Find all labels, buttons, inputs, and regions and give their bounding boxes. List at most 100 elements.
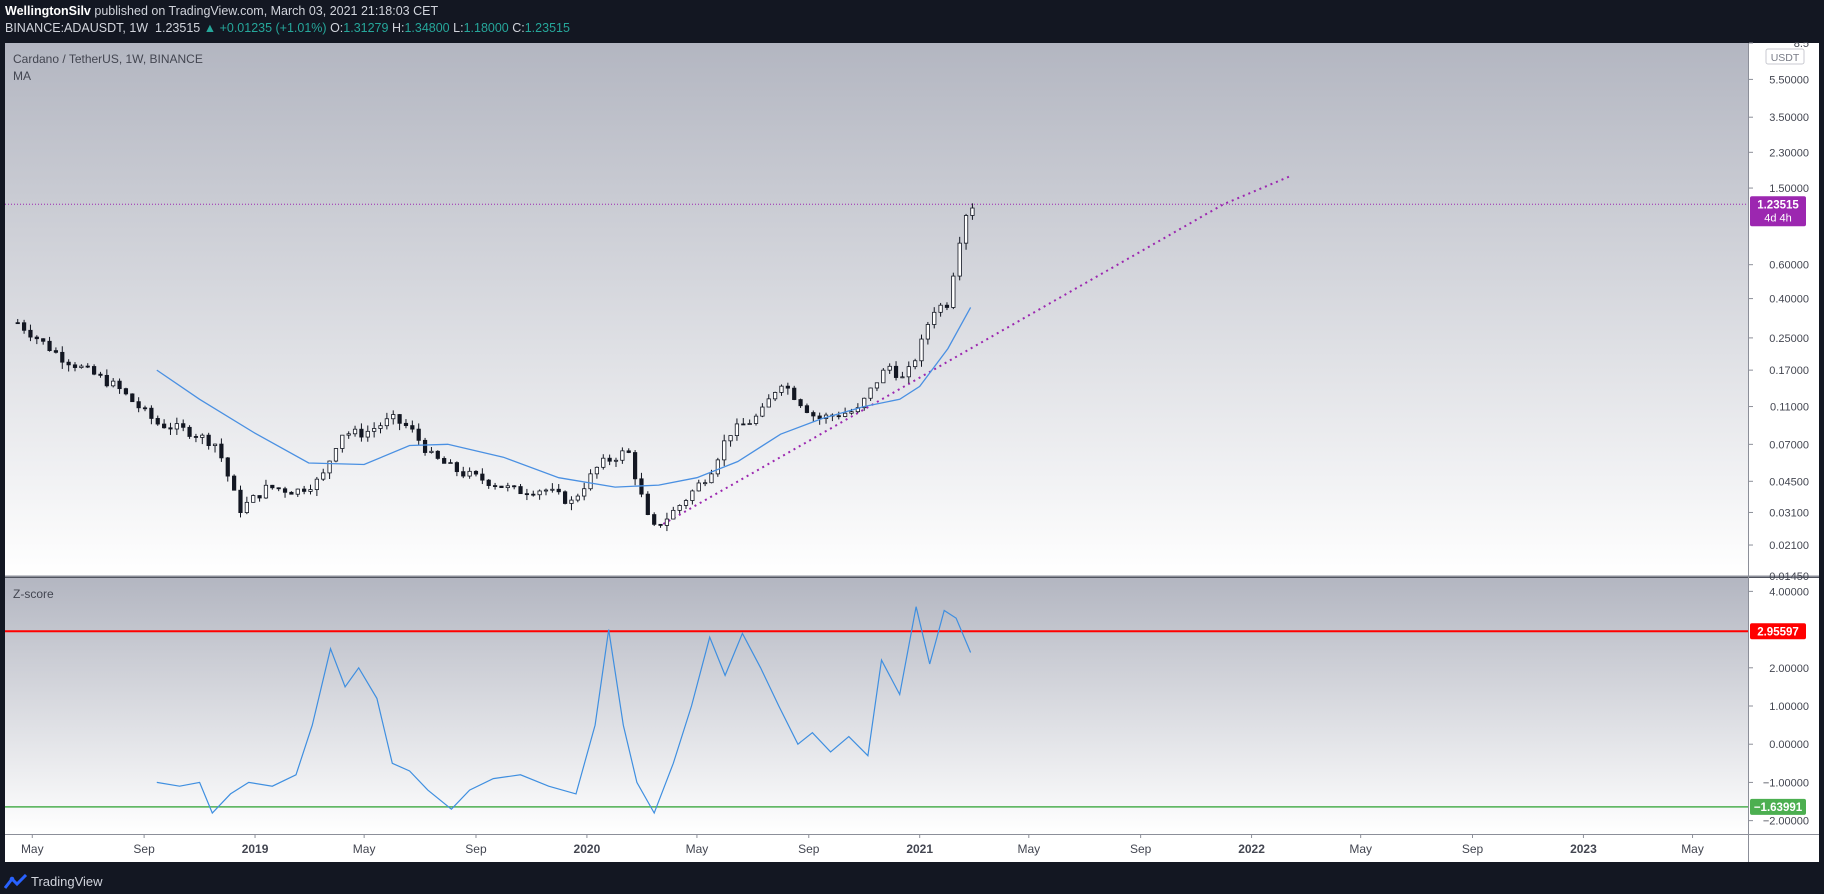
header-line-2: BINANCE:ADAUSDT, 1W 1.23515 ▲ +0.01235 (…: [5, 21, 570, 35]
time-axis-bg[interactable]: [5, 834, 1819, 862]
candle: [887, 363, 892, 374]
price-tick-label: 0.03100: [1769, 507, 1809, 519]
candle-body: [594, 466, 600, 475]
ma-line[interactable]: [156, 307, 972, 488]
price-tick-label: 1.50000: [1769, 183, 1809, 195]
price-tick-label: 0.04500: [1769, 476, 1809, 488]
candle-body: [442, 458, 447, 464]
low-value: 1.18000: [463, 21, 509, 35]
candle: [193, 433, 199, 443]
candle: [72, 362, 78, 372]
time-tick-label: May: [1681, 842, 1704, 856]
candle-body: [155, 418, 160, 425]
candle: [257, 495, 262, 502]
candle: [741, 418, 746, 426]
candle-body: [658, 523, 663, 526]
time-tick-label: 2020: [574, 842, 601, 856]
candle: [575, 493, 580, 503]
candle-body: [696, 482, 701, 492]
zscore-axis[interactable]: 4.00000 2.00000 1.00000 0.00000 −1.00000 −2.0…: [1749, 586, 1809, 828]
candle: [403, 419, 409, 429]
candle-body: [671, 509, 676, 520]
candle-body: [843, 412, 848, 417]
candle-body: [760, 406, 765, 417]
candle: [174, 417, 179, 435]
candle: [391, 410, 396, 425]
candle: [957, 236, 962, 281]
candle: [149, 405, 154, 425]
price-tick-label: 0.11000: [1770, 402, 1809, 414]
candle-body: [85, 365, 90, 368]
candle: [168, 422, 173, 435]
footer-bar: TradingView: [0, 870, 1824, 894]
candle-body: [435, 450, 440, 459]
zscore-tick-label: 4.00000: [1769, 586, 1809, 598]
candle-body: [416, 428, 421, 441]
candle-body: [906, 366, 911, 378]
price-axis[interactable]: 8.5 5.50000 3.50000 2.30000 1.50000 0.60000 0.…: [1749, 42, 1809, 583]
candle-body: [28, 329, 33, 338]
candle-body: [123, 388, 129, 395]
lower-threshold-tag: −1.63991: [1750, 798, 1806, 815]
last-price-tag: 1.23515 4d 4h: [1750, 196, 1806, 227]
candle: [683, 498, 689, 509]
zscore-pane-title[interactable]: Z-score: [13, 587, 54, 601]
time-tick-label: Sep: [1130, 842, 1152, 856]
time-axis[interactable]: May Sep 2019 May Sep 2020 May Sep 2021 May Sep 2022…: [21, 834, 1704, 856]
candle: [773, 391, 778, 402]
candle: [352, 425, 358, 437]
candle: [251, 494, 256, 503]
candle: [384, 412, 389, 430]
candle-body: [620, 450, 625, 461]
ma-legend[interactable]: MA: [13, 69, 31, 83]
currency-badge[interactable]: [1765, 48, 1805, 65]
zscore-line[interactable]: [156, 606, 972, 815]
zscore-tick-label: −2.00000: [1763, 816, 1809, 828]
chart-canvas[interactable]: 8.5 5.50000 3.50000 2.30000 1.50000 0.60000 0.…: [0, 42, 1824, 870]
author-name[interactable]: WellingtonSilv: [5, 4, 91, 18]
candle: [142, 405, 148, 412]
candle: [613, 457, 619, 467]
candle-body: [238, 489, 243, 514]
zscore-tick-label: 1.00000: [1769, 701, 1809, 713]
candle-body: [282, 488, 288, 493]
candle-body: [104, 374, 109, 387]
candle: [938, 302, 943, 317]
published-text: published on TradingView.com, March 03, …: [94, 4, 439, 18]
tradingview-logo-icon[interactable]: [4, 874, 28, 890]
candle-body: [257, 495, 262, 499]
price-axis-bg[interactable]: [1749, 43, 1819, 576]
candle-body: [804, 405, 810, 413]
candle: [47, 336, 52, 352]
candle-body: [613, 459, 619, 462]
candle: [372, 422, 377, 438]
last-price-tag-value: 1.23515: [1757, 199, 1799, 211]
candle-body: [174, 423, 179, 430]
candle: [626, 448, 631, 454]
candle: [550, 483, 555, 493]
candle-body: [289, 491, 294, 495]
candle-body: [397, 414, 402, 424]
time-tick-label: 2023: [1570, 842, 1597, 856]
candle: [677, 504, 682, 514]
candle-body: [690, 490, 695, 501]
candle-body: [295, 488, 300, 495]
candle: [862, 397, 867, 411]
candle-body: [454, 462, 459, 473]
footer-brand[interactable]: TradingView: [31, 874, 103, 889]
candle-body: [849, 411, 854, 414]
candle-body: [753, 415, 759, 424]
candle-body: [652, 514, 657, 525]
time-tick-label: May: [353, 842, 376, 856]
candle-body: [925, 324, 930, 340]
candle-body: [187, 426, 192, 437]
candle-body: [792, 387, 797, 400]
zscore-axis-bg[interactable]: [1749, 578, 1819, 834]
candle-body: [881, 369, 886, 384]
candle: [416, 423, 421, 446]
candle-body: [181, 423, 186, 428]
candle: [442, 456, 447, 464]
time-tick-label: Sep: [465, 842, 487, 856]
candle: [200, 433, 205, 445]
candle-body: [683, 500, 689, 506]
